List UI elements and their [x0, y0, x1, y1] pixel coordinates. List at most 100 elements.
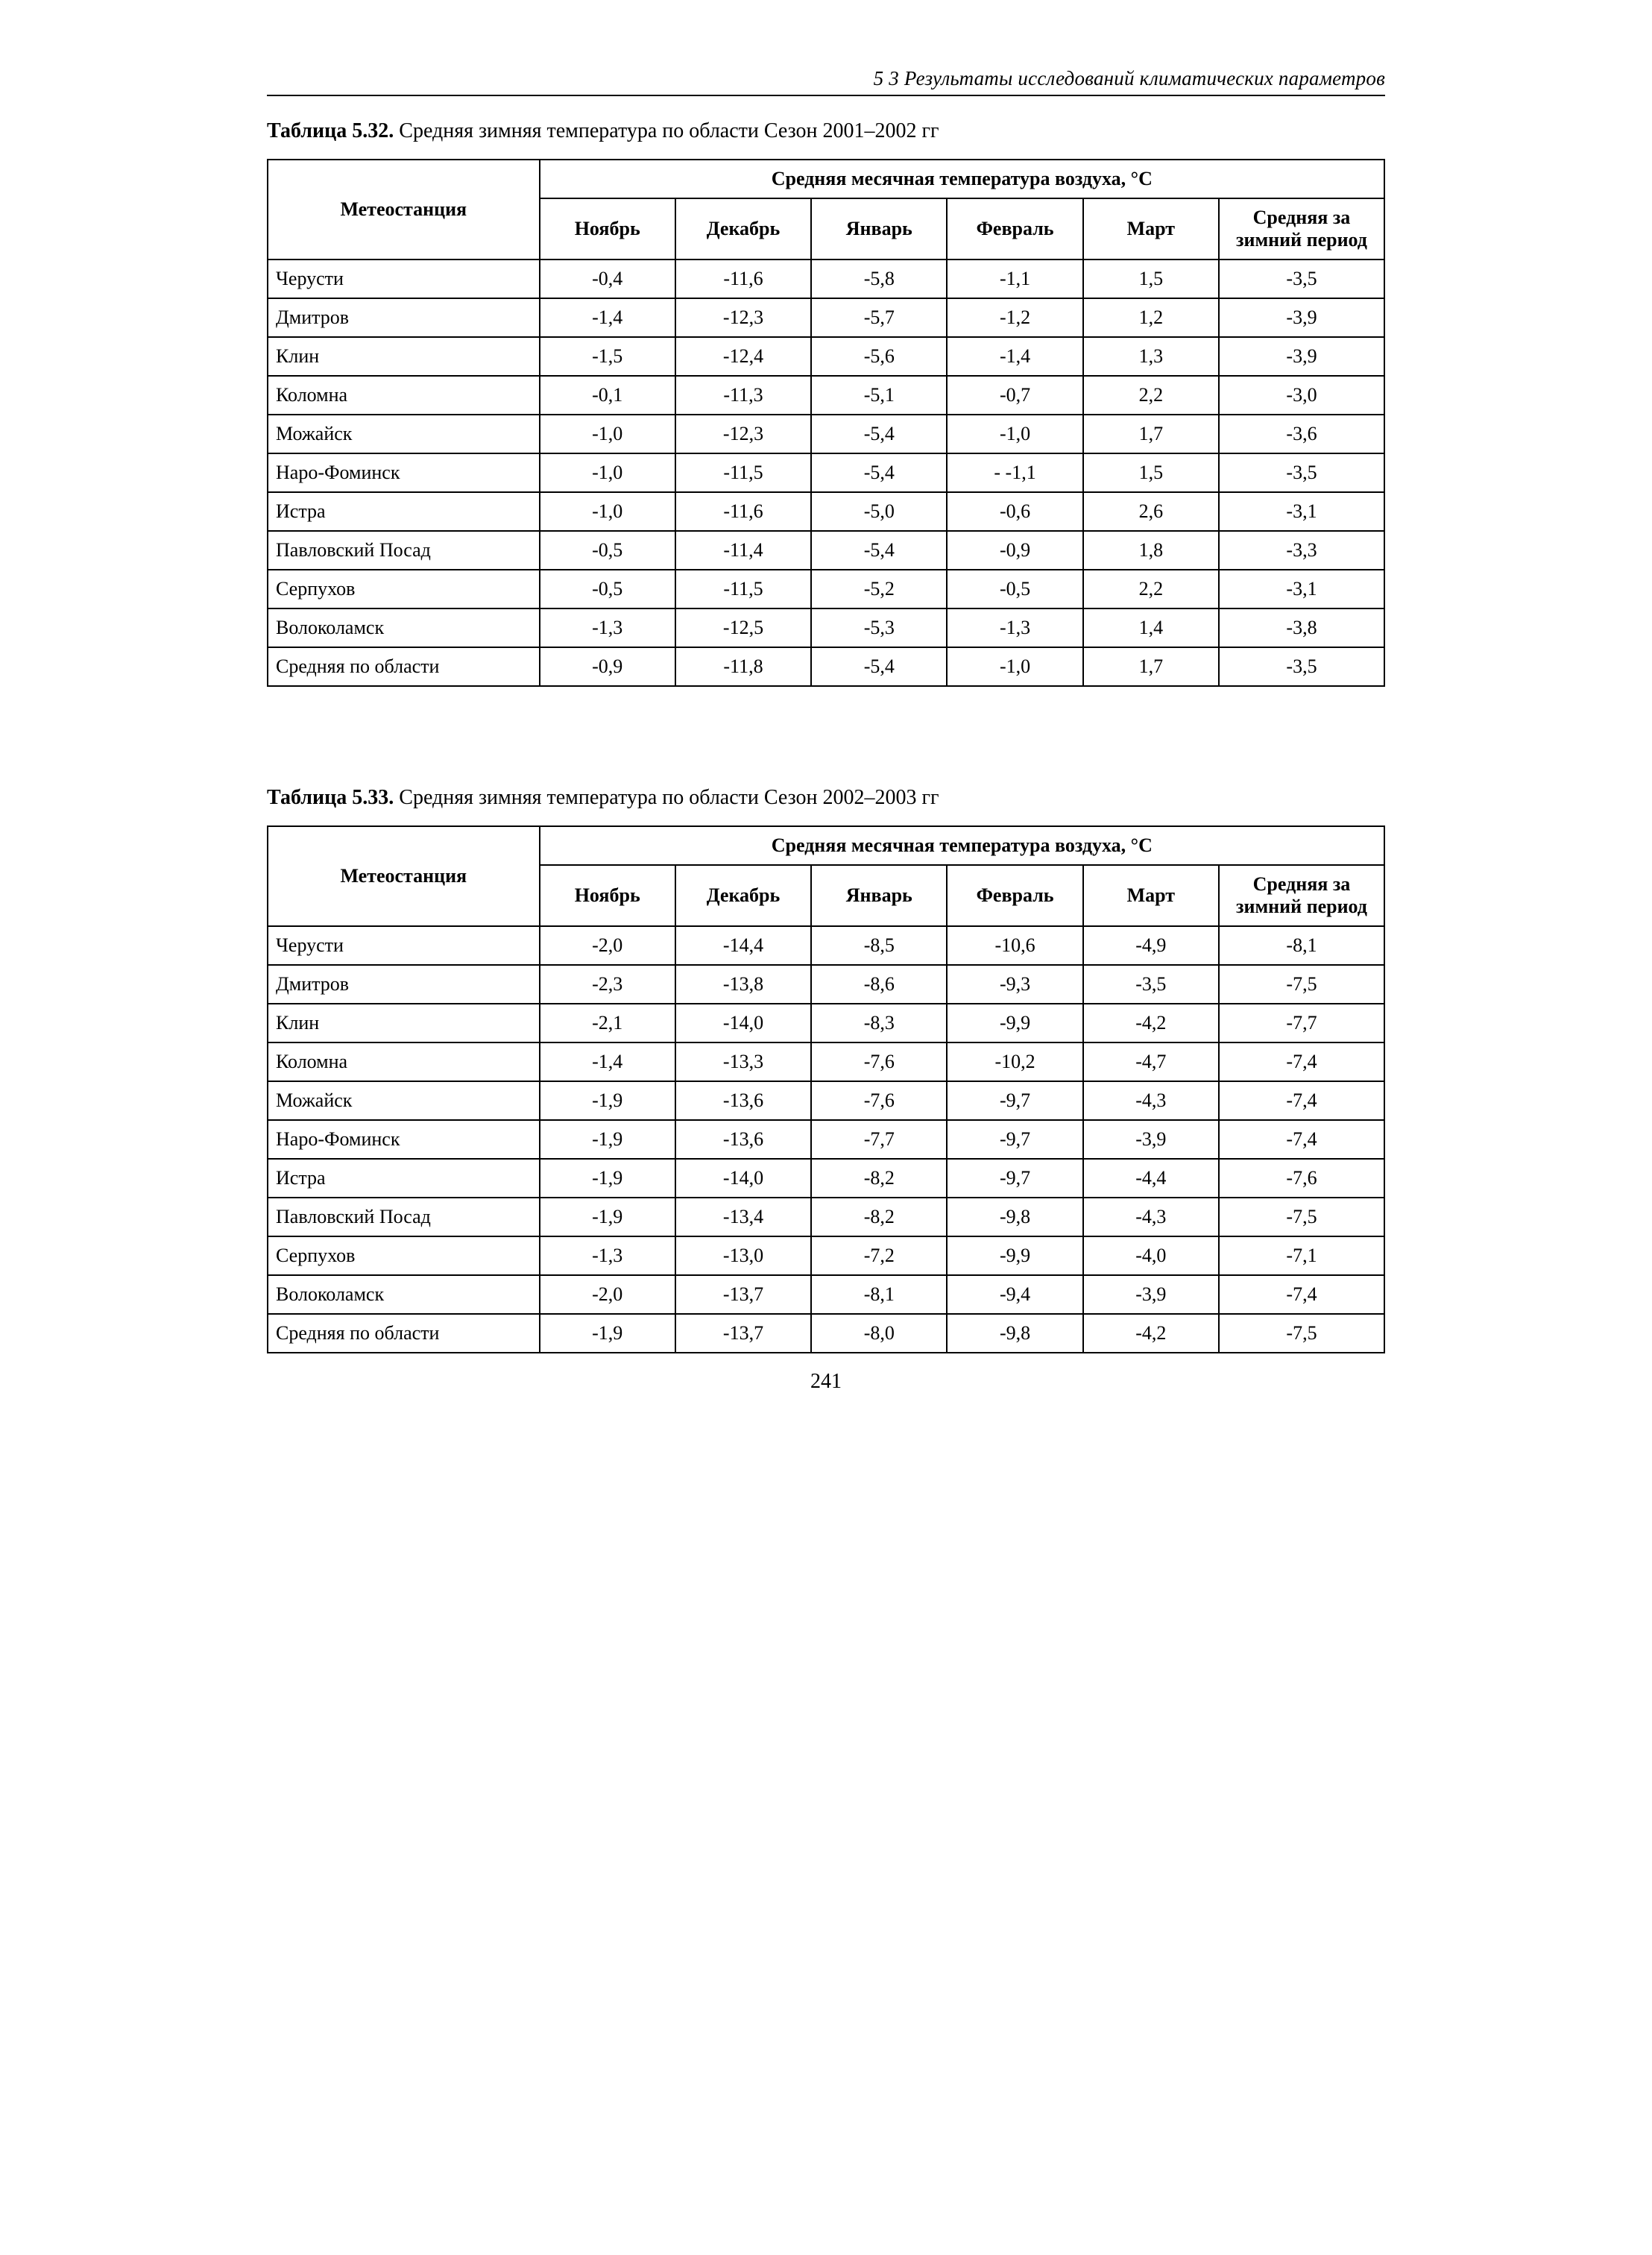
station-cell: Павловский Посад — [268, 1198, 540, 1236]
value-cell: -13,4 — [675, 1198, 811, 1236]
value-cell: -9,9 — [947, 1004, 1082, 1042]
value-cell: -2,0 — [540, 1275, 675, 1314]
value-cell: 1,7 — [1083, 415, 1219, 453]
value-cell: -5,3 — [811, 608, 947, 647]
table-row: Коломна-1,4-13,3-7,6-10,2-4,7-7,4 — [268, 1042, 1384, 1081]
value-cell: -9,7 — [947, 1159, 1082, 1198]
value-cell: -0,4 — [540, 260, 675, 298]
table-row: Серпухов-0,5-11,5-5,2-0,52,2-3,1 — [268, 570, 1384, 608]
value-cell: -1,3 — [540, 608, 675, 647]
value-cell: -0,9 — [540, 647, 675, 686]
value-cell: -11,5 — [675, 570, 811, 608]
col-avg: Средняя за зимний период — [1219, 198, 1384, 260]
value-cell: -5,4 — [811, 647, 947, 686]
station-cell: Можайск — [268, 415, 540, 453]
value-cell: -1,4 — [947, 337, 1082, 376]
station-cell: Наро-Фоминск — [268, 453, 540, 492]
value-cell: -9,8 — [947, 1198, 1082, 1236]
table-533-header-row-1: Метеостанция Средняя месячная температур… — [268, 826, 1384, 865]
table-row: Коломна-0,1-11,3-5,1-0,72,2-3,0 — [268, 376, 1384, 415]
value-cell: -9,8 — [947, 1314, 1082, 1353]
station-cell: Средняя по области — [268, 1314, 540, 1353]
value-cell: 1,5 — [1083, 453, 1219, 492]
value-cell: -1,4 — [540, 298, 675, 337]
value-cell: -4,7 — [1083, 1042, 1219, 1081]
value-cell: -5,0 — [811, 492, 947, 531]
value-cell: -7,6 — [1219, 1159, 1384, 1198]
station-cell: Можайск — [268, 1081, 540, 1120]
station-cell: Истра — [268, 1159, 540, 1198]
table-532: Метеостанция Средняя месячная температур… — [267, 159, 1385, 687]
value-cell: -1,0 — [540, 415, 675, 453]
table-533-label: Таблица 5.33. — [267, 786, 394, 809]
value-cell: -3,5 — [1219, 260, 1384, 298]
value-cell: -8,5 — [811, 926, 947, 965]
value-cell: -8,1 — [1219, 926, 1384, 965]
value-cell: -9,7 — [947, 1120, 1082, 1159]
value-cell: -8,2 — [811, 1198, 947, 1236]
col-group-header: Средняя месячная температура воздуха, °С — [540, 826, 1384, 865]
col-nov: Ноябрь — [540, 198, 675, 260]
value-cell: -0,7 — [947, 376, 1082, 415]
value-cell: 1,5 — [1083, 260, 1219, 298]
value-cell: -3,1 — [1219, 492, 1384, 531]
value-cell: -14,0 — [675, 1159, 811, 1198]
value-cell: -3,5 — [1219, 647, 1384, 686]
table-row: Черусти-0,4-11,6-5,8-1,11,5-3,5 — [268, 260, 1384, 298]
value-cell: -5,7 — [811, 298, 947, 337]
value-cell: -13,7 — [675, 1275, 811, 1314]
col-jan: Январь — [811, 198, 947, 260]
station-cell: Средняя по области — [268, 647, 540, 686]
value-cell: -1,3 — [540, 1236, 675, 1275]
table-row: Дмитров-2,3-13,8-8,6-9,3-3,5-7,5 — [268, 965, 1384, 1004]
value-cell: -3,5 — [1083, 965, 1219, 1004]
value-cell: -3,0 — [1219, 376, 1384, 415]
value-cell: -0,5 — [540, 570, 675, 608]
value-cell: -2,1 — [540, 1004, 675, 1042]
col-station: Метеостанция — [268, 160, 540, 260]
table-532-body: Черусти-0,4-11,6-5,8-1,11,5-3,5Дмитров-1… — [268, 260, 1384, 686]
table-row: Можайск-1,0-12,3-5,4-1,01,7-3,6 — [268, 415, 1384, 453]
value-cell: -1,0 — [540, 453, 675, 492]
value-cell: -7,7 — [811, 1120, 947, 1159]
value-cell: -13,6 — [675, 1120, 811, 1159]
table-row: Истра-1,9-14,0-8,2-9,7-4,4-7,6 — [268, 1159, 1384, 1198]
value-cell: -1,9 — [540, 1198, 675, 1236]
value-cell: 1,3 — [1083, 337, 1219, 376]
table-row: Наро-Фоминск-1,9-13,6-7,7-9,7-3,9-7,4 — [268, 1120, 1384, 1159]
station-cell: Клин — [268, 337, 540, 376]
value-cell: -7,2 — [811, 1236, 947, 1275]
value-cell: 1,7 — [1083, 647, 1219, 686]
value-cell: -13,3 — [675, 1042, 811, 1081]
col-feb: Февраль — [947, 865, 1082, 926]
table-row: Павловский Посад-0,5-11,4-5,4-0,91,8-3,3 — [268, 531, 1384, 570]
value-cell: -8,0 — [811, 1314, 947, 1353]
value-cell: -3,6 — [1219, 415, 1384, 453]
value-cell: -3,8 — [1219, 608, 1384, 647]
value-cell: -3,3 — [1219, 531, 1384, 570]
value-cell: -9,7 — [947, 1081, 1082, 1120]
value-cell: -12,4 — [675, 337, 811, 376]
value-cell: -5,6 — [811, 337, 947, 376]
value-cell: 2,2 — [1083, 376, 1219, 415]
station-cell: Наро-Фоминск — [268, 1120, 540, 1159]
col-avg: Средняя за зимний период — [1219, 865, 1384, 926]
table-row: Дмитров-1,4-12,3-5,7-1,21,2-3,9 — [268, 298, 1384, 337]
value-cell: -11,4 — [675, 531, 811, 570]
table-532-label: Таблица 5.32. — [267, 119, 394, 142]
value-cell: -8,2 — [811, 1159, 947, 1198]
table-row: Волоколамск-1,3-12,5-5,3-1,31,4-3,8 — [268, 608, 1384, 647]
value-cell: -9,4 — [947, 1275, 1082, 1314]
station-cell: Истра — [268, 492, 540, 531]
value-cell: -1,9 — [540, 1120, 675, 1159]
value-cell: -1,0 — [540, 492, 675, 531]
table-row: Можайск-1,9-13,6-7,6-9,7-4,3-7,4 — [268, 1081, 1384, 1120]
value-cell: -0,9 — [947, 531, 1082, 570]
value-cell: -5,4 — [811, 531, 947, 570]
value-cell: -9,3 — [947, 965, 1082, 1004]
station-cell: Черусти — [268, 260, 540, 298]
value-cell: -7,4 — [1219, 1081, 1384, 1120]
value-cell: - -1,1 — [947, 453, 1082, 492]
table-row: Павловский Посад-1,9-13,4-8,2-9,8-4,3-7,… — [268, 1198, 1384, 1236]
value-cell: -7,4 — [1219, 1042, 1384, 1081]
